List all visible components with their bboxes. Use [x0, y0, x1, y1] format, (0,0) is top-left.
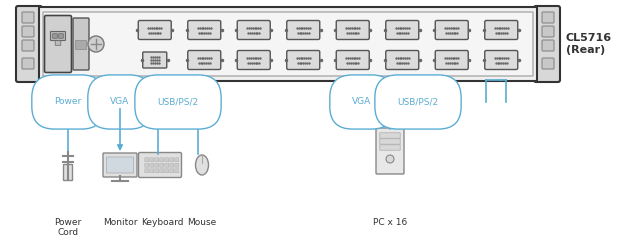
Text: USB/PS/2: USB/PS/2: [397, 98, 438, 106]
Text: CL5716
(Rear): CL5716 (Rear): [566, 33, 612, 55]
FancyBboxPatch shape: [103, 153, 137, 177]
Text: Monitor: Monitor: [103, 218, 137, 227]
FancyBboxPatch shape: [170, 158, 173, 162]
FancyBboxPatch shape: [188, 21, 221, 39]
FancyBboxPatch shape: [237, 21, 270, 39]
FancyBboxPatch shape: [386, 21, 419, 39]
Text: Keyboard: Keyboard: [141, 218, 183, 227]
FancyBboxPatch shape: [287, 51, 320, 69]
FancyBboxPatch shape: [145, 169, 148, 173]
FancyBboxPatch shape: [63, 165, 72, 181]
FancyBboxPatch shape: [39, 7, 537, 81]
FancyBboxPatch shape: [175, 158, 179, 162]
FancyBboxPatch shape: [237, 51, 270, 69]
FancyBboxPatch shape: [484, 51, 518, 69]
FancyBboxPatch shape: [45, 15, 72, 73]
FancyBboxPatch shape: [76, 40, 86, 50]
FancyBboxPatch shape: [150, 163, 154, 167]
Text: PC x 16: PC x 16: [373, 218, 407, 227]
FancyBboxPatch shape: [165, 163, 169, 167]
FancyBboxPatch shape: [143, 52, 167, 68]
FancyBboxPatch shape: [380, 133, 400, 138]
FancyBboxPatch shape: [170, 163, 173, 167]
Text: USB/PS/2: USB/PS/2: [157, 98, 198, 106]
FancyBboxPatch shape: [534, 6, 560, 82]
FancyBboxPatch shape: [155, 158, 159, 162]
Ellipse shape: [195, 155, 209, 175]
FancyBboxPatch shape: [52, 34, 58, 38]
FancyBboxPatch shape: [380, 139, 400, 144]
FancyBboxPatch shape: [59, 34, 63, 38]
FancyBboxPatch shape: [435, 21, 468, 39]
Text: Power: Power: [54, 98, 82, 106]
FancyBboxPatch shape: [160, 169, 164, 173]
FancyBboxPatch shape: [106, 157, 134, 173]
FancyBboxPatch shape: [376, 128, 404, 174]
FancyBboxPatch shape: [170, 169, 173, 173]
FancyBboxPatch shape: [165, 158, 169, 162]
Text: VGA: VGA: [353, 98, 372, 106]
FancyBboxPatch shape: [22, 58, 34, 69]
FancyBboxPatch shape: [287, 21, 320, 39]
FancyBboxPatch shape: [16, 6, 42, 82]
FancyBboxPatch shape: [138, 21, 172, 39]
FancyBboxPatch shape: [138, 152, 182, 177]
FancyBboxPatch shape: [22, 12, 34, 23]
FancyBboxPatch shape: [386, 51, 419, 69]
FancyBboxPatch shape: [435, 51, 468, 69]
FancyBboxPatch shape: [55, 41, 61, 45]
FancyBboxPatch shape: [380, 145, 400, 150]
FancyBboxPatch shape: [542, 58, 554, 69]
FancyBboxPatch shape: [542, 40, 554, 51]
FancyBboxPatch shape: [22, 26, 34, 37]
FancyBboxPatch shape: [542, 12, 554, 23]
Text: Power
Cord: Power Cord: [54, 218, 82, 237]
FancyBboxPatch shape: [155, 169, 159, 173]
FancyBboxPatch shape: [145, 158, 148, 162]
FancyBboxPatch shape: [160, 158, 164, 162]
Text: Mouse: Mouse: [188, 218, 216, 227]
Text: VGA: VGA: [110, 98, 130, 106]
FancyBboxPatch shape: [155, 163, 159, 167]
FancyBboxPatch shape: [51, 31, 65, 40]
FancyBboxPatch shape: [336, 51, 369, 69]
FancyBboxPatch shape: [73, 18, 89, 70]
Circle shape: [386, 155, 394, 163]
FancyBboxPatch shape: [484, 21, 518, 39]
FancyBboxPatch shape: [165, 169, 169, 173]
FancyBboxPatch shape: [175, 163, 179, 167]
FancyBboxPatch shape: [160, 163, 164, 167]
FancyBboxPatch shape: [175, 169, 179, 173]
FancyBboxPatch shape: [145, 163, 148, 167]
FancyBboxPatch shape: [188, 51, 221, 69]
FancyBboxPatch shape: [542, 26, 554, 37]
FancyBboxPatch shape: [150, 158, 154, 162]
Circle shape: [88, 36, 104, 52]
FancyBboxPatch shape: [150, 169, 154, 173]
FancyBboxPatch shape: [336, 21, 369, 39]
FancyBboxPatch shape: [22, 40, 34, 51]
FancyBboxPatch shape: [43, 12, 533, 76]
